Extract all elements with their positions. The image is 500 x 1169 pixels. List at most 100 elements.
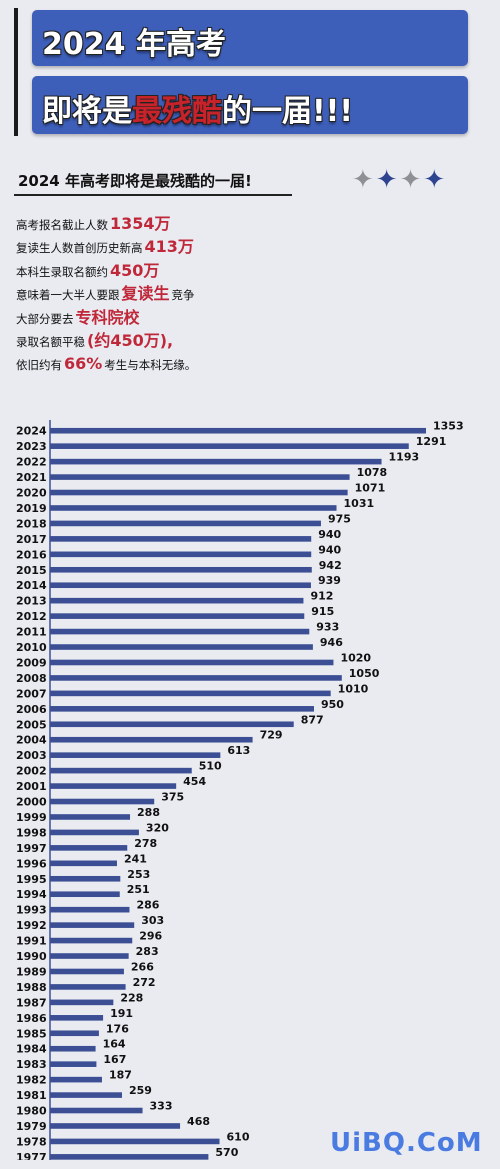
fact-highlight: (约450万), [87, 330, 174, 350]
value-label: 1010 [338, 682, 369, 695]
value-label: 1078 [357, 466, 388, 479]
value-label: 283 [136, 945, 159, 958]
value-label: 296 [139, 930, 162, 943]
year-label: 2011 [16, 626, 47, 639]
bar [50, 1015, 104, 1021]
value-label: 1020 [340, 651, 371, 664]
year-label: 1996 [16, 857, 47, 870]
year-label: 2024 [16, 425, 47, 438]
banner-text-segment: 即将是 [42, 94, 132, 129]
value-label: 454 [183, 775, 206, 788]
bar [50, 953, 129, 959]
fact-highlight: 66% [64, 354, 103, 374]
value-label: 286 [136, 899, 159, 912]
fact-before: 依旧约有 [16, 358, 62, 373]
value-label: 253 [127, 868, 150, 881]
bar [50, 1076, 102, 1083]
year-label: 2008 [16, 672, 47, 685]
bar [50, 829, 139, 836]
bar [50, 474, 350, 480]
year-label: 1994 [16, 888, 47, 901]
year-label: 1980 [16, 1105, 47, 1118]
year-label: 1997 [16, 842, 47, 855]
value-label: 570 [215, 1146, 238, 1159]
value-label: 915 [311, 605, 334, 618]
value-label: 1353 [433, 420, 464, 433]
value-label: 167 [103, 1053, 126, 1066]
left-accent-rule [14, 8, 18, 136]
value-label: 933 [316, 621, 339, 634]
year-label: 2001 [16, 780, 47, 793]
year-label: 1981 [16, 1089, 47, 1102]
bar [50, 1092, 122, 1098]
year-label: 2004 [16, 734, 47, 747]
bar [50, 736, 253, 743]
value-label: 950 [321, 698, 344, 711]
year-label: 2006 [16, 703, 47, 716]
value-label: 251 [127, 883, 150, 896]
value-label: 940 [318, 543, 341, 556]
value-label: 946 [320, 636, 343, 649]
bar [50, 721, 294, 728]
headline: 2024 年高考即将是最残酷的一届! [18, 172, 252, 190]
value-label: 228 [120, 991, 143, 1004]
value-label: 259 [129, 1084, 152, 1097]
value-label: 975 [328, 512, 351, 525]
fact-line: 高考报名截止人数 1354万 [16, 212, 486, 235]
bar [50, 675, 342, 681]
bar [50, 845, 128, 851]
year-label: 2017 [16, 533, 47, 546]
title-banner-bottom: 即将是最残酷的一届!!! [32, 76, 468, 134]
headline-underline [14, 194, 292, 196]
value-label: 877 [301, 713, 324, 726]
year-label: 2018 [16, 517, 47, 530]
fact-list: 高考报名截止人数 1354万 复读生人数首创历史新高 413万 本科生录取名额约 450万… [16, 212, 486, 376]
value-label: 610 [227, 1130, 250, 1143]
value-label: 288 [137, 806, 160, 819]
value-label: 272 [133, 976, 156, 989]
bar [50, 443, 409, 449]
year-label: 1983 [16, 1058, 47, 1071]
bar [50, 767, 192, 774]
value-label: 468 [187, 1115, 210, 1128]
year-label: 1985 [16, 1027, 47, 1040]
bar [50, 783, 177, 789]
year-label: 2009 [16, 656, 47, 669]
value-label: 303 [141, 914, 164, 927]
bar [50, 690, 331, 697]
value-label: 241 [124, 852, 147, 865]
banner-text-segment: 的一届!!! [222, 94, 354, 129]
bar [50, 891, 120, 898]
value-label: 939 [318, 574, 341, 587]
value-label: 613 [227, 744, 250, 757]
fact-highlight: 450万 [110, 260, 160, 280]
bar [50, 551, 312, 558]
fact-before: 本科生录取名额约 [16, 264, 108, 279]
year-label: 1989 [16, 965, 47, 978]
value-label: 942 [319, 559, 342, 572]
fact-line: 依旧约有 66% 考生与本科无缘。 [16, 352, 486, 375]
bar [50, 505, 337, 511]
value-label: 320 [146, 821, 169, 834]
value-label: 1031 [344, 497, 375, 510]
value-label: 176 [106, 1022, 129, 1035]
bar [50, 613, 305, 619]
value-label: 375 [161, 791, 184, 804]
year-label: 2013 [16, 595, 47, 608]
year-label: 2022 [16, 456, 47, 469]
bar [50, 1123, 181, 1129]
year-label: 1977 [16, 1151, 47, 1160]
bar [50, 520, 321, 527]
year-label: 2012 [16, 610, 47, 623]
fact-line: 复读生人数首创历史新高 413万 [16, 235, 486, 258]
bar [50, 1061, 97, 1067]
bar [50, 659, 334, 666]
fact-before: 大部分要去 [16, 311, 74, 326]
year-label: 1990 [16, 950, 47, 963]
fact-line: 本科生录取名额约 450万 [16, 259, 486, 282]
fact-highlight: 413万 [144, 237, 194, 257]
year-label: 2003 [16, 749, 47, 762]
year-label: 1995 [16, 873, 47, 886]
value-label: 164 [103, 1038, 126, 1051]
bar [50, 458, 382, 465]
